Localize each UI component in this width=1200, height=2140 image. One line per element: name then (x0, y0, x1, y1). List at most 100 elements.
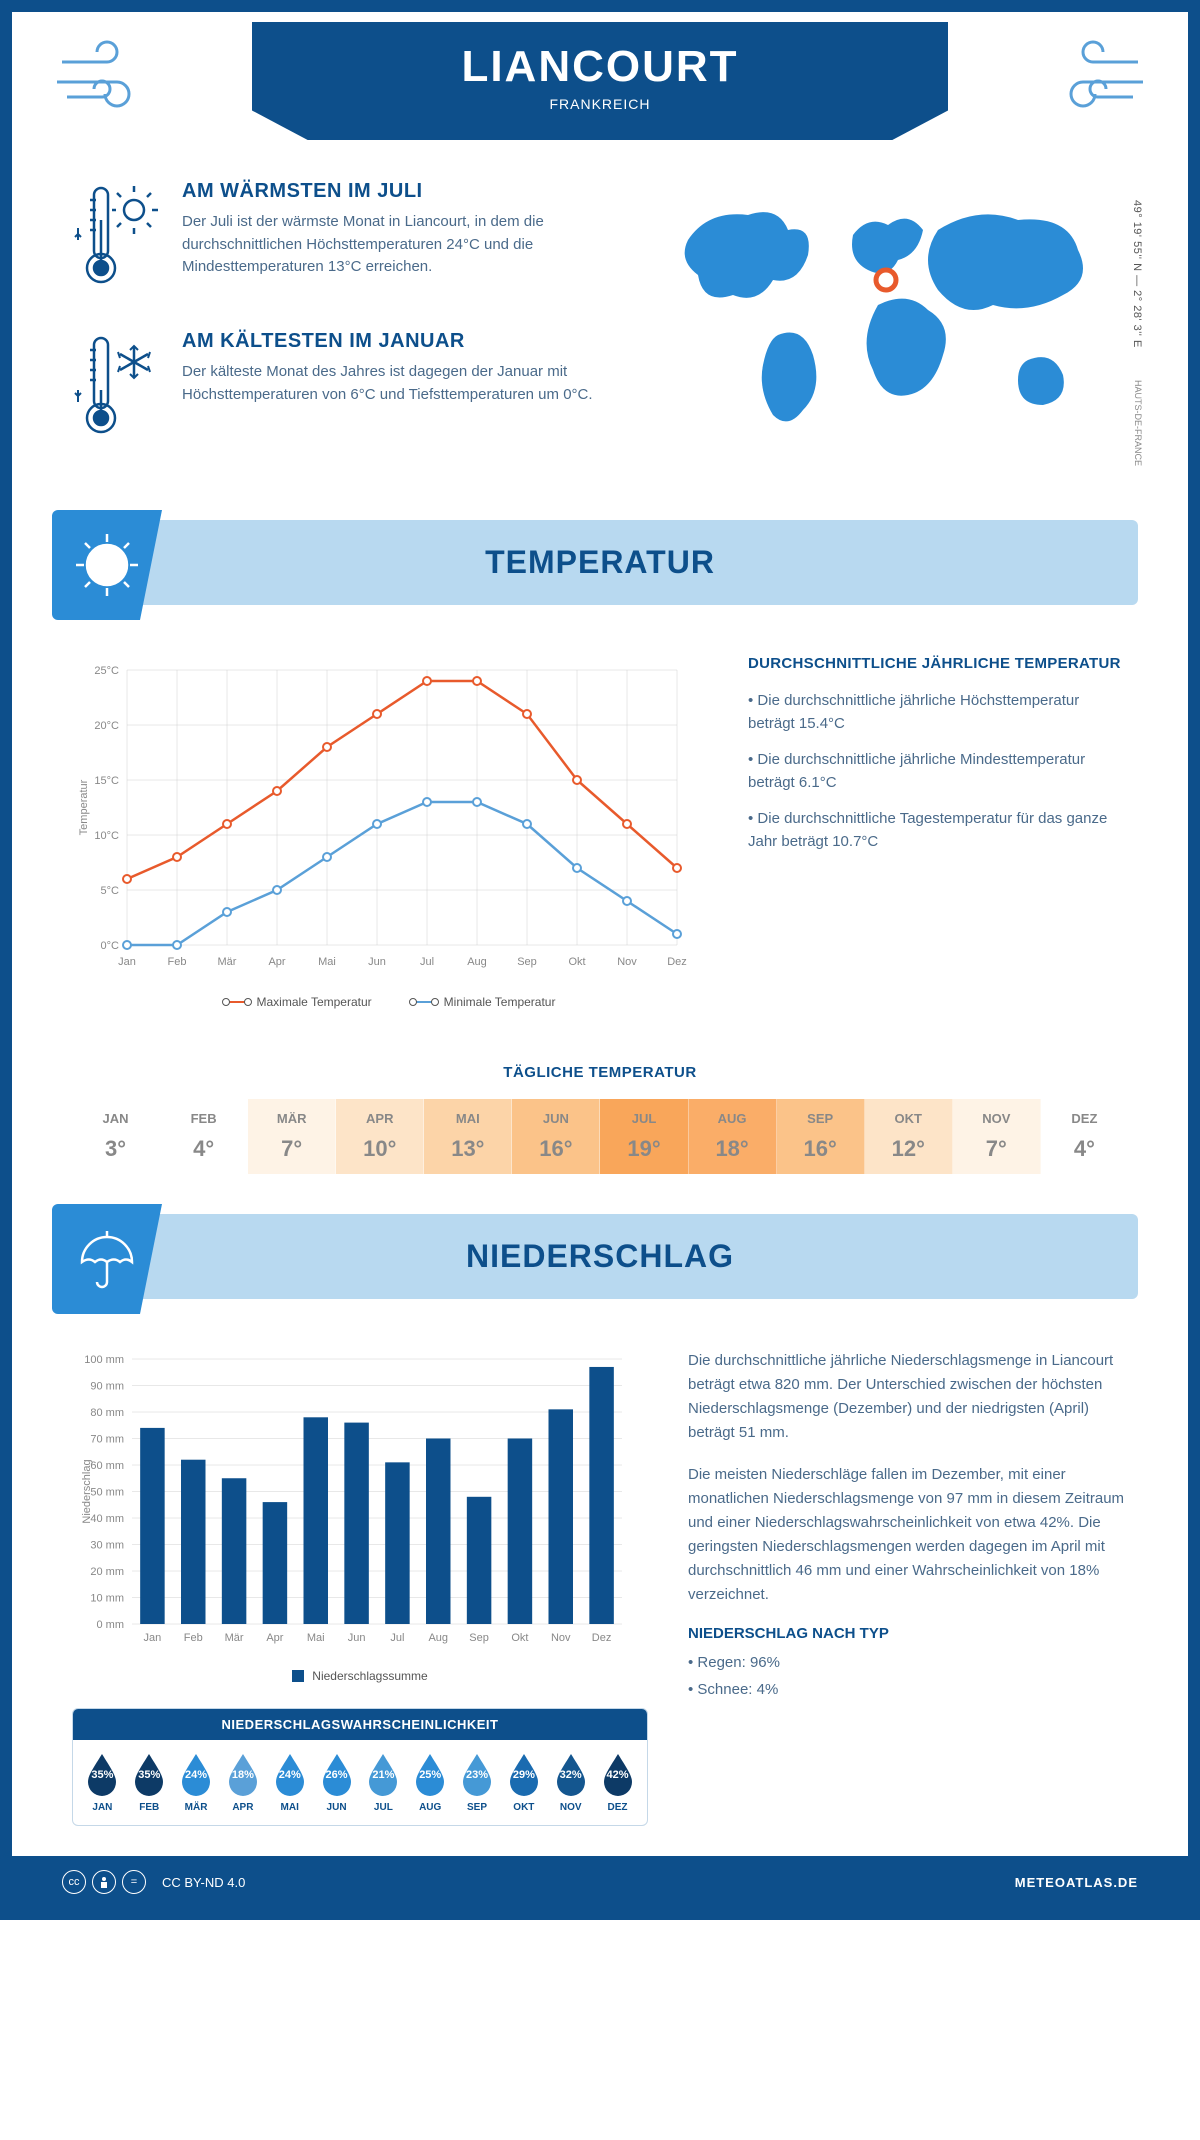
svg-text:10 mm: 10 mm (90, 1593, 124, 1605)
svg-text:Jan: Jan (144, 1632, 162, 1644)
prob-title: NIEDERSCHLAGSWAHRSCHEINLICHKEIT (73, 1709, 647, 1740)
svg-text:Jan: Jan (118, 956, 136, 968)
svg-text:10°C: 10°C (94, 830, 119, 842)
svg-text:Aug: Aug (467, 956, 487, 968)
svg-text:Mai: Mai (318, 956, 336, 968)
precipitation-bar-chart: 0 mm10 mm20 mm30 mm40 mm50 mm60 mm70 mm8… (72, 1349, 632, 1649)
daily-cell: OKT12° (865, 1099, 953, 1174)
daily-temp-title: TÄGLICHE TEMPERATUR (12, 1064, 1188, 1081)
precip-type-title: NIEDERSCHLAG NACH TYP (688, 1625, 1128, 1642)
svg-text:20 mm: 20 mm (90, 1566, 124, 1578)
cc-icon: cc (62, 1870, 86, 1894)
svg-text:Okt: Okt (568, 956, 585, 968)
svg-text:15°C: 15°C (94, 775, 119, 787)
wind-icon-left (52, 37, 152, 117)
country-subtitle: FRANKREICH (252, 96, 948, 112)
svg-text:40 mm: 40 mm (90, 1513, 124, 1525)
daily-cell: AUG18° (689, 1099, 777, 1174)
temperature-title: TEMPERATUR (485, 544, 715, 581)
precip-legend-label: Niederschlagssumme (312, 1669, 427, 1683)
coldest-text: Der kälteste Monat des Jahres ist dagege… (182, 361, 618, 406)
svg-text:Apr: Apr (266, 1632, 283, 1644)
daily-cell: DEZ4° (1041, 1099, 1128, 1174)
svg-text:Feb: Feb (168, 956, 187, 968)
prob-item: 29%OKT (506, 1752, 542, 1813)
svg-text:60 mm: 60 mm (90, 1460, 124, 1472)
intro-section: AM WÄRMSTEN IM JULI Der Juli ist der wär… (12, 140, 1188, 510)
svg-text:50 mm: 50 mm (90, 1487, 124, 1499)
world-map-icon (648, 180, 1128, 460)
daily-cell: FEB4° (160, 1099, 248, 1174)
precipitation-probability-box: NIEDERSCHLAGSWAHRSCHEINLICHKEIT 35%JAN 35… (72, 1708, 648, 1826)
daily-cell: NOV7° (953, 1099, 1041, 1174)
daily-cell: JUN16° (512, 1099, 600, 1174)
prob-item: 18%APR (225, 1752, 261, 1813)
svg-text:Dez: Dez (667, 956, 687, 968)
warmest-text: Der Juli ist der wärmste Monat in Lianco… (182, 211, 618, 279)
temperature-line-chart: 0°C5°C10°C15°C20°C25°CJanFebMärAprMaiJun… (72, 655, 708, 1009)
svg-text:25°C: 25°C (94, 665, 119, 677)
precip-legend: Niederschlagssumme (72, 1669, 648, 1683)
prob-item: 25%AUG (412, 1752, 448, 1813)
temp-info-item: • Die durchschnittliche jährliche Mindes… (748, 749, 1128, 794)
region-label: HAUTS-DE-FRANCE (1133, 380, 1143, 466)
svg-text:90 mm: 90 mm (90, 1381, 124, 1393)
daily-cell: APR10° (336, 1099, 424, 1174)
precip-text-2: Die meisten Niederschläge fallen im Deze… (688, 1463, 1128, 1607)
svg-text:Okt: Okt (511, 1632, 528, 1644)
prob-item: 35%FEB (131, 1752, 167, 1813)
svg-text:Apr: Apr (268, 956, 285, 968)
footer: cc = CC BY-ND 4.0 METEOATLAS.DE (12, 1856, 1188, 1908)
svg-text:0°C: 0°C (101, 940, 120, 952)
svg-text:30 mm: 30 mm (90, 1540, 124, 1552)
svg-text:Temperatur: Temperatur (78, 779, 90, 835)
coldest-block: AM KÄLTESTEN IM JANUAR Der kälteste Mona… (72, 330, 618, 445)
world-map-block: 49° 19' 55'' N — 2° 28' 3'' E HAUTS-DE-F… (648, 180, 1128, 480)
prob-item: 35%JAN (84, 1752, 120, 1813)
daily-cell: JAN3° (72, 1099, 160, 1174)
city-title: LIANCOURT (252, 42, 948, 92)
temp-info-item: • Die durchschnittliche Tagestemperatur … (748, 808, 1128, 853)
site-label: METEOATLAS.DE (1015, 1875, 1138, 1890)
precipitation-title: NIEDERSCHLAG (466, 1238, 734, 1275)
precip-text-1: Die durchschnittliche jährliche Niedersc… (688, 1349, 1128, 1445)
svg-text:80 mm: 80 mm (90, 1407, 124, 1419)
daily-cell: SEP16° (777, 1099, 865, 1174)
nd-icon: = (122, 1870, 146, 1894)
prob-item: 24%MAI (272, 1752, 308, 1813)
prob-item: 32%NOV (553, 1752, 589, 1813)
sun-icon (52, 510, 162, 620)
svg-text:Sep: Sep (469, 1632, 489, 1644)
prob-item: 42%DEZ (600, 1752, 636, 1813)
prob-item: 24%MÄR (178, 1752, 214, 1813)
svg-text:Mai: Mai (307, 1632, 325, 1644)
svg-text:Nov: Nov (617, 956, 637, 968)
temperature-legend: Maximale Temperatur Minimale Temperatur (72, 995, 708, 1009)
svg-text:Jun: Jun (368, 956, 386, 968)
coordinates-label: 49° 19' 55'' N — 2° 28' 3'' E (1131, 200, 1143, 348)
svg-text:100 mm: 100 mm (84, 1354, 124, 1366)
warmest-block: AM WÄRMSTEN IM JULI Der Juli ist der wär… (72, 180, 618, 295)
daily-temperature-grid: JAN3°FEB4°MÄR7°APR10°MAI13°JUN16°JUL19°A… (72, 1099, 1128, 1174)
svg-text:Dez: Dez (592, 1632, 612, 1644)
svg-text:5°C: 5°C (101, 885, 120, 897)
precip-type-item: • Regen: 96% (688, 1652, 1128, 1675)
prob-item: 21%JUL (365, 1752, 401, 1813)
daily-cell: MAI13° (424, 1099, 512, 1174)
prob-item: 26%JUN (319, 1752, 355, 1813)
infographic-frame: LIANCOURT FRANKREICH AM WÄRMSTEN IM JULI… (0, 0, 1200, 1920)
svg-text:Feb: Feb (184, 1632, 203, 1644)
precip-type-item: • Schnee: 4% (688, 1679, 1128, 1702)
svg-text:Nov: Nov (551, 1632, 571, 1644)
prob-item: 23%SEP (459, 1752, 495, 1813)
legend-max-label: Maximale Temperatur (257, 995, 372, 1009)
svg-text:Mär: Mär (218, 956, 237, 968)
svg-text:Sep: Sep (517, 956, 537, 968)
daily-cell: JUL19° (600, 1099, 688, 1174)
umbrella-icon (52, 1204, 162, 1314)
svg-text:Mär: Mär (225, 1632, 244, 1644)
temp-info-item: • Die durchschnittliche jährliche Höchst… (748, 690, 1128, 735)
coldest-title: AM KÄLTESTEN IM JANUAR (182, 330, 618, 353)
svg-text:0 mm: 0 mm (97, 1619, 125, 1631)
temperature-section-header: TEMPERATUR (62, 520, 1138, 605)
